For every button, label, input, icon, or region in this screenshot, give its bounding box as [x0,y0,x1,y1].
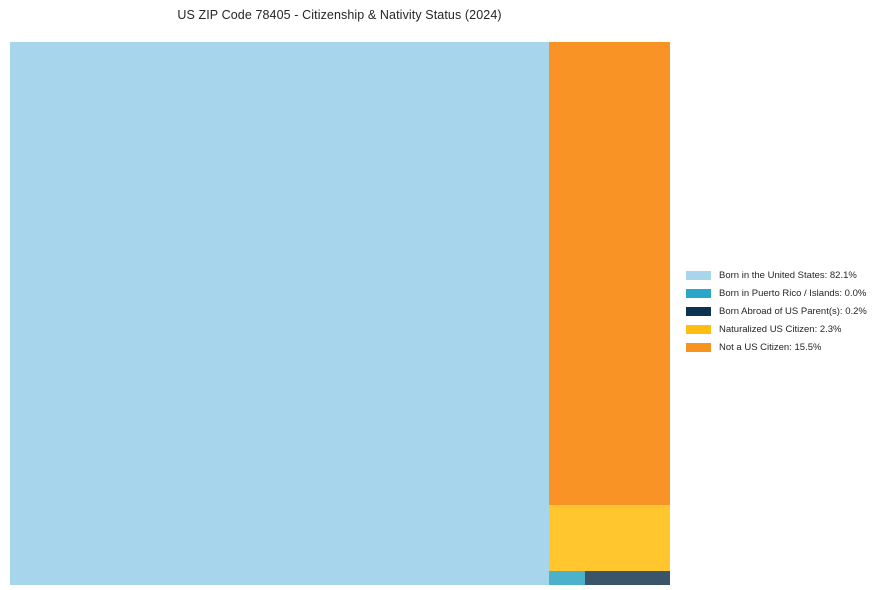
legend-item-label: Born in Puerto Rico / Islands: 0.0% [719,287,867,299]
legend-item[interactable]: Born in the United States: 82.1% [686,266,882,284]
chart-legend: Born in the United States: 82.1% Born in … [686,266,882,356]
legend-item[interactable]: Not a US Citizen: 15.5% [686,338,882,356]
treemap-tile[interactable] [584,570,670,585]
legend-color-swatch [686,324,711,334]
treemap-plot-area [10,42,670,585]
legend-item-label: Born in the United States: 82.1% [719,269,857,281]
legend-item[interactable]: Born Abroad of US Parent(s): 0.2% [686,302,882,320]
legend-item-label: Naturalized US Citizen: 2.3% [719,323,842,335]
legend-color-swatch [686,306,711,316]
legend-color-swatch [686,342,711,352]
treemap-tile[interactable] [549,505,670,571]
legend-item-label: Born Abroad of US Parent(s): 0.2% [719,305,867,317]
legend-color-swatch [686,270,711,280]
chart-title: US ZIP Code 78405 - Citizenship & Nativi… [177,8,502,22]
treemap-tile[interactable] [549,42,670,506]
legend-item-label: Not a US Citizen: 15.5% [719,341,822,353]
legend-color-swatch [686,288,711,298]
legend-item[interactable]: Born in Puerto Rico / Islands: 0.0% [686,284,882,302]
treemap-tile[interactable] [549,570,585,585]
treemap-tile[interactable] [10,42,550,585]
legend-item[interactable]: Naturalized US Citizen: 2.3% [686,320,882,338]
